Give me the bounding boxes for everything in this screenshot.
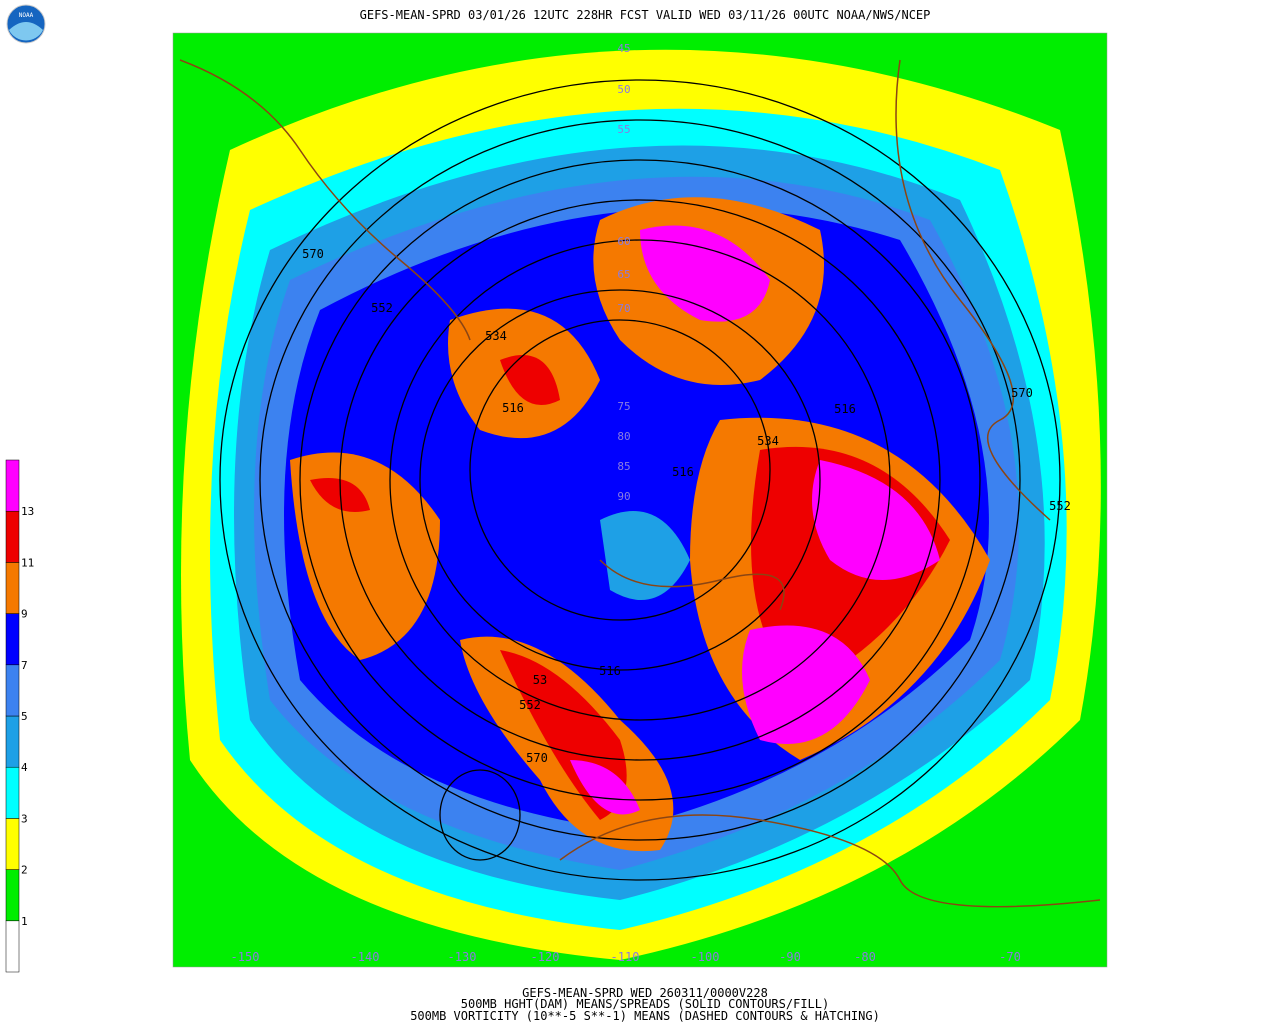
contour-label: 516 bbox=[672, 465, 694, 479]
colorbar-swatch bbox=[5, 510, 20, 563]
map bbox=[173, 33, 1107, 967]
title: GEFS-MEAN-SPRD 03/01/26 12UTC 228HR FCST… bbox=[360, 8, 931, 22]
colorbar-label: 3 bbox=[21, 812, 28, 825]
colorbar-swatch bbox=[5, 613, 20, 666]
colorbar-label: 9 bbox=[21, 608, 28, 621]
footer-line: GEFS-MEAN-SPRD WED 260311/0000V228 bbox=[522, 986, 768, 1000]
colorbar: 1 2 3 4 5 7 9 11 13 bbox=[5, 459, 34, 973]
map-labels: 570 552 534 516 534 516 516 53 552 570 516 570 552 -1… bbox=[231, 42, 1071, 964]
colorbar-swatch bbox=[5, 664, 20, 717]
footer-line: 500MB VORTICITY (10**-5 S**-1) MEANS (DA… bbox=[410, 1009, 880, 1023]
longitude-label: -110 bbox=[611, 950, 640, 964]
contour-label: 570 bbox=[1011, 386, 1033, 400]
logo: NOAA bbox=[6, 4, 46, 44]
colorbar-swatch bbox=[5, 562, 20, 614]
contour-label: 516 bbox=[599, 664, 621, 678]
longitude-label: -100 bbox=[691, 950, 720, 964]
colorbar-label: 4 bbox=[21, 761, 28, 774]
contour-label: 53 bbox=[533, 673, 547, 687]
colorbar-label: 7 bbox=[21, 659, 28, 672]
colorbar-label: 2 bbox=[21, 864, 28, 877]
colorbar-swatch bbox=[5, 920, 20, 973]
latitude-label: 75 bbox=[617, 400, 630, 413]
colorbar-label: 13 bbox=[21, 505, 34, 518]
contour-label: 552 bbox=[371, 301, 393, 315]
latitude-label: 55 bbox=[617, 123, 630, 136]
colorbar-swatch bbox=[5, 869, 20, 922]
longitude-label: -80 bbox=[854, 950, 876, 964]
latitude-label: 70 bbox=[617, 302, 630, 315]
longitude-label: -130 bbox=[448, 950, 477, 964]
contour-label: 570 bbox=[526, 751, 548, 765]
longitude-label: -120 bbox=[531, 950, 560, 964]
latitude-label: 60 bbox=[617, 235, 630, 248]
latitude-label: 45 bbox=[617, 42, 630, 55]
contour-label: 552 bbox=[519, 698, 541, 712]
latitude-label: 80 bbox=[617, 430, 630, 443]
colorbar-label: 11 bbox=[21, 556, 34, 569]
colorbar-swatch bbox=[5, 459, 20, 512]
colorbar-label: 1 bbox=[21, 915, 28, 928]
latitude-label: 85 bbox=[617, 460, 630, 473]
longitude-label: -90 bbox=[779, 950, 801, 964]
colorbar-swatch bbox=[5, 715, 20, 768]
contour-label: 516 bbox=[834, 402, 856, 416]
contour-label: 570 bbox=[302, 247, 324, 261]
contour-label: 534 bbox=[757, 434, 779, 448]
contour-label: 516 bbox=[502, 401, 524, 415]
longitude-label: -70 bbox=[999, 950, 1021, 964]
footer-line: 500MB HGHT(DAM) MEANS/SPREADS (SOLID CON… bbox=[461, 997, 829, 1011]
latitude-label: 90 bbox=[617, 490, 630, 503]
colorbar-label: 5 bbox=[21, 710, 28, 723]
longitude-label: -150 bbox=[231, 950, 260, 964]
contour-label: 534 bbox=[485, 329, 507, 343]
colorbar-swatch bbox=[5, 766, 20, 819]
latitude-label: 50 bbox=[617, 83, 630, 96]
longitude-label: -140 bbox=[351, 950, 380, 964]
contour-label: 552 bbox=[1049, 499, 1071, 513]
latitude-label: 65 bbox=[617, 268, 630, 281]
colorbar-swatch bbox=[5, 818, 20, 870]
logo-text: NOAA bbox=[19, 12, 34, 19]
